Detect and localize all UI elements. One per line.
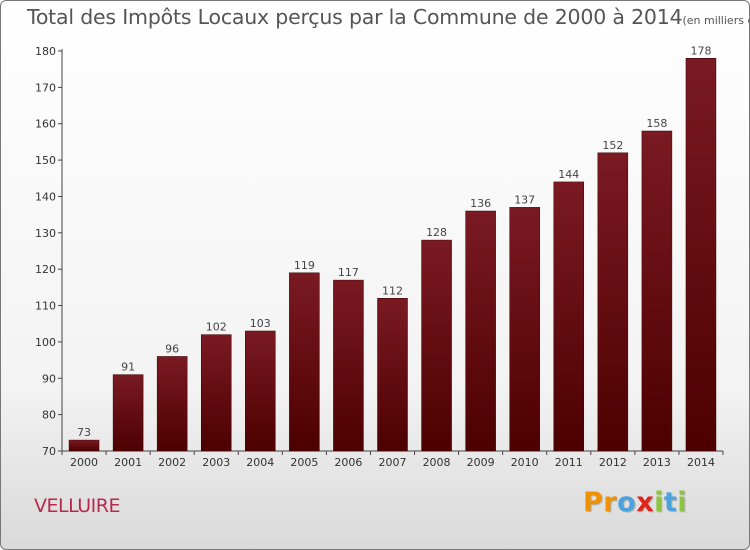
x-tick-label: 2006	[334, 456, 362, 469]
bar-value-label: 158	[646, 117, 667, 130]
logo-letter: t	[663, 487, 678, 518]
x-tick-label: 2014	[687, 456, 715, 469]
y-tick-label: 80	[42, 409, 56, 422]
logo-letter: P	[583, 487, 604, 518]
axes: 70 80 90 100 110 120 130 140 150 160 170 180 2000 200…	[35, 45, 724, 469]
x-tick-label: 2012	[599, 456, 627, 469]
bar-value-label: 96	[165, 342, 179, 355]
logo-letter: x	[636, 487, 655, 518]
bar-2007	[377, 298, 408, 452]
bar-2012	[597, 152, 629, 452]
bar-value-label: 73	[77, 426, 91, 439]
bar-value-label: 136	[470, 197, 491, 210]
y-tick-label: 110	[35, 300, 56, 313]
x-tick-label: 2000	[70, 456, 98, 469]
y-tick-label: 100	[35, 336, 56, 349]
x-tick-label: 2010	[511, 456, 539, 469]
bar-value-label: 128	[426, 226, 447, 239]
logo-letter: r	[603, 487, 618, 518]
bar-value-label: 152	[602, 139, 623, 152]
x-tick-label: 2002	[158, 456, 186, 469]
x-tick-label: 2008	[423, 456, 451, 469]
x-tick-label: 2001	[114, 456, 142, 469]
bar-value-label: 178	[690, 44, 711, 57]
x-tick-label: 2003	[202, 456, 230, 469]
x-tick-label: 2004	[246, 456, 274, 469]
y-tick-label: 140	[35, 190, 56, 203]
y-tick-label: 70	[42, 445, 56, 458]
chart-title-main: Total des Impôts Locaux perçus par la Co…	[27, 5, 683, 29]
x-tick-label: 2011	[555, 456, 583, 469]
logo-letter: i	[677, 487, 688, 518]
y-tick-label: 160	[35, 118, 56, 131]
y-tick-label: 90	[42, 372, 56, 385]
chart-title: Total des Impôts Locaux perçus par la Co…	[27, 5, 749, 29]
y-tick-label: 130	[35, 227, 56, 240]
bar-2004	[245, 330, 276, 452]
bar-value-label: 91	[121, 361, 135, 374]
proxiti-logo[interactable]: Proxiti	[583, 487, 687, 518]
bar-2011	[553, 181, 585, 452]
x-tick-label: 2013	[643, 456, 671, 469]
bar-2005	[289, 272, 320, 452]
y-tick-label: 120	[35, 263, 56, 276]
bar-value-label: 137	[514, 193, 535, 206]
bar-value-label: 144	[558, 168, 579, 181]
chart-title-unit: (en milliers d'€)	[682, 14, 749, 27]
bar-2000	[68, 439, 100, 452]
x-tick-label: 2009	[467, 456, 495, 469]
bar-value-label: 117	[338, 266, 359, 279]
bar-2003	[200, 334, 232, 452]
x-tick-label: 2007	[379, 456, 407, 469]
y-tick-label: 150	[35, 154, 56, 167]
bar-value-label: 102	[206, 321, 227, 334]
bar-value-label: 112	[382, 284, 403, 297]
bar-2009	[465, 210, 496, 452]
bars: 73 91 96 102 103 119 117 112 128 136 137 144 152 158 1…	[68, 44, 717, 452]
bar-2013	[641, 130, 673, 452]
logo-letter: o	[617, 487, 637, 518]
bar-2010	[509, 207, 540, 452]
bar-2006	[333, 279, 364, 452]
y-tick-label: 170	[35, 81, 56, 94]
bar-2002	[156, 356, 188, 452]
y-tick-label: 180	[35, 45, 56, 58]
bar-value-label: 103	[250, 317, 271, 330]
logo-letter: i	[654, 487, 664, 518]
bar-2014	[685, 58, 717, 452]
x-tick-label: 2005	[290, 456, 318, 469]
bar-value-label: 119	[294, 259, 315, 272]
bar-2008	[421, 239, 452, 452]
commune-name: VELLUIRE	[34, 495, 120, 517]
bar-2001	[112, 374, 144, 452]
